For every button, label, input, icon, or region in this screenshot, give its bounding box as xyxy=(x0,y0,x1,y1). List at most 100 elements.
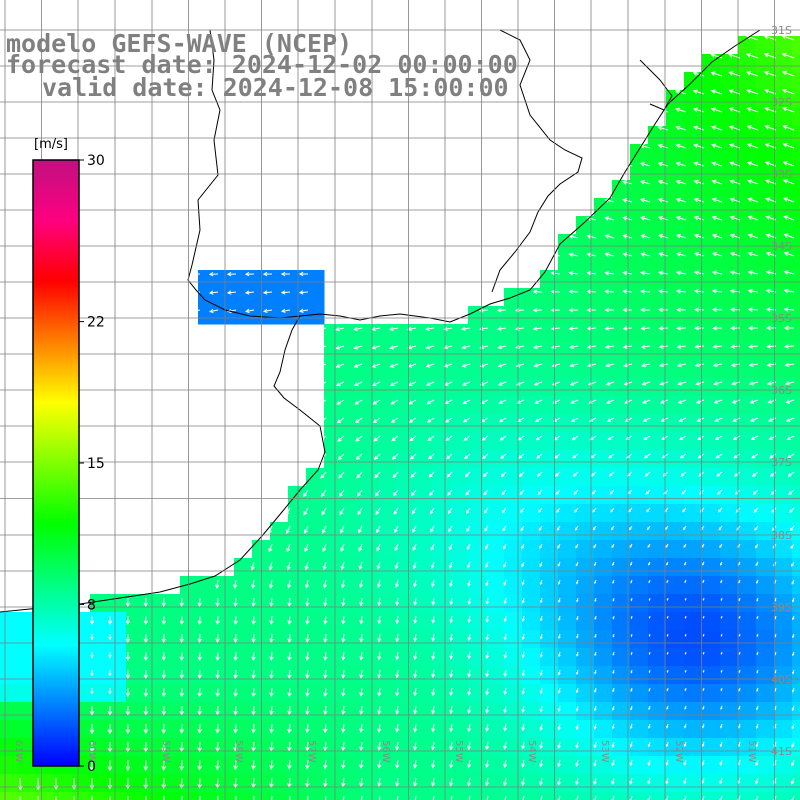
wind-arrow xyxy=(215,597,220,608)
latitude-label: 33S xyxy=(771,168,792,181)
field-cell xyxy=(720,720,739,739)
wind-arrow xyxy=(269,615,274,626)
field-cell xyxy=(684,468,703,487)
field-cell xyxy=(720,630,739,649)
field-cell xyxy=(792,558,800,577)
field-cell xyxy=(558,576,577,595)
wind-arrow xyxy=(569,363,579,368)
field-cell xyxy=(666,306,685,325)
wind-arrow xyxy=(571,435,579,441)
wind-arrow xyxy=(263,327,273,332)
field-cell xyxy=(756,450,775,469)
field-cell xyxy=(756,396,775,415)
field-cell xyxy=(558,756,577,775)
wind-arrow xyxy=(357,489,363,497)
field-cell xyxy=(774,252,793,271)
wind-arrow xyxy=(747,288,759,294)
wind-arrow xyxy=(320,489,327,498)
colorbar-gradient xyxy=(32,159,80,767)
wind-arrow xyxy=(233,651,238,662)
field-cell xyxy=(468,666,487,685)
field-cell xyxy=(450,504,469,523)
wind-arrow xyxy=(693,252,705,257)
wind-arrow xyxy=(712,362,723,368)
field-cell xyxy=(144,594,163,613)
field-cell xyxy=(342,576,361,595)
field-cell xyxy=(18,702,37,721)
field-cell xyxy=(360,738,379,757)
wind-arrow xyxy=(269,759,274,770)
field-cell xyxy=(126,738,145,757)
wind-arrow xyxy=(298,271,309,277)
wind-arrow xyxy=(751,471,759,477)
wind-arrow xyxy=(287,741,292,752)
wind-arrow xyxy=(318,417,327,424)
field-cell xyxy=(342,432,361,451)
wind-arrow xyxy=(630,705,633,711)
field-cell xyxy=(738,108,757,127)
wind-arrow xyxy=(730,344,741,349)
field-cell xyxy=(648,180,667,199)
wind-arrow xyxy=(467,561,471,569)
wind-arrow xyxy=(746,71,759,77)
field-cell xyxy=(792,450,800,469)
field-cell xyxy=(0,612,19,631)
field-cell xyxy=(774,324,793,343)
field-cell xyxy=(684,432,703,451)
field-cell xyxy=(576,288,595,307)
wind-arrow xyxy=(711,161,723,167)
field-cell xyxy=(522,342,541,361)
field-cell xyxy=(324,450,343,469)
field-cell xyxy=(630,774,649,793)
field-cell xyxy=(342,342,361,361)
wind-arrow xyxy=(786,435,795,441)
field-cell xyxy=(702,180,721,199)
wind-arrow xyxy=(557,651,561,658)
wind-arrow xyxy=(729,288,741,294)
wind-arrow xyxy=(251,669,256,680)
wind-arrow xyxy=(339,507,345,516)
field-cell xyxy=(702,144,721,163)
field-cell xyxy=(180,774,199,793)
field-cell xyxy=(576,576,595,595)
field-cell xyxy=(756,72,775,91)
field-cell xyxy=(558,522,577,541)
wind-arrow xyxy=(428,453,435,460)
field-cell xyxy=(360,576,379,595)
field-cell xyxy=(702,666,721,685)
wind-arrow xyxy=(731,381,741,386)
colorbar-unit: [m/s] xyxy=(34,137,68,152)
field-cell xyxy=(594,702,613,721)
field-cell xyxy=(792,504,800,523)
wind-arrow xyxy=(443,345,453,350)
field-cell xyxy=(414,774,433,793)
wind-arrow xyxy=(714,417,723,422)
field-cell xyxy=(774,540,793,559)
field-cell xyxy=(594,666,613,685)
wind-arrow xyxy=(641,363,651,368)
field-cell xyxy=(666,198,685,217)
field-cell xyxy=(486,612,505,631)
wind-arrow xyxy=(738,579,741,584)
wind-arrow xyxy=(251,615,256,626)
wind-arrow xyxy=(108,651,112,659)
wind-arrow xyxy=(341,633,346,643)
field-cell xyxy=(522,450,541,469)
field-cell xyxy=(774,360,793,379)
wind-arrow xyxy=(323,615,328,625)
wind-arrow xyxy=(197,597,202,608)
field-cell xyxy=(684,540,703,559)
field-cell xyxy=(324,540,343,559)
wind-arrow xyxy=(783,270,795,275)
field-cell xyxy=(144,684,163,703)
wind-arrow xyxy=(611,777,615,786)
wind-arrow xyxy=(720,633,723,637)
field-cell xyxy=(378,540,397,559)
field-cell xyxy=(792,288,800,307)
field-cell xyxy=(288,522,307,541)
wind-arrow xyxy=(694,325,705,331)
field-cell xyxy=(738,396,757,415)
wind-arrow xyxy=(729,215,741,221)
wind-arrow xyxy=(594,687,597,693)
field-cell xyxy=(720,216,739,235)
